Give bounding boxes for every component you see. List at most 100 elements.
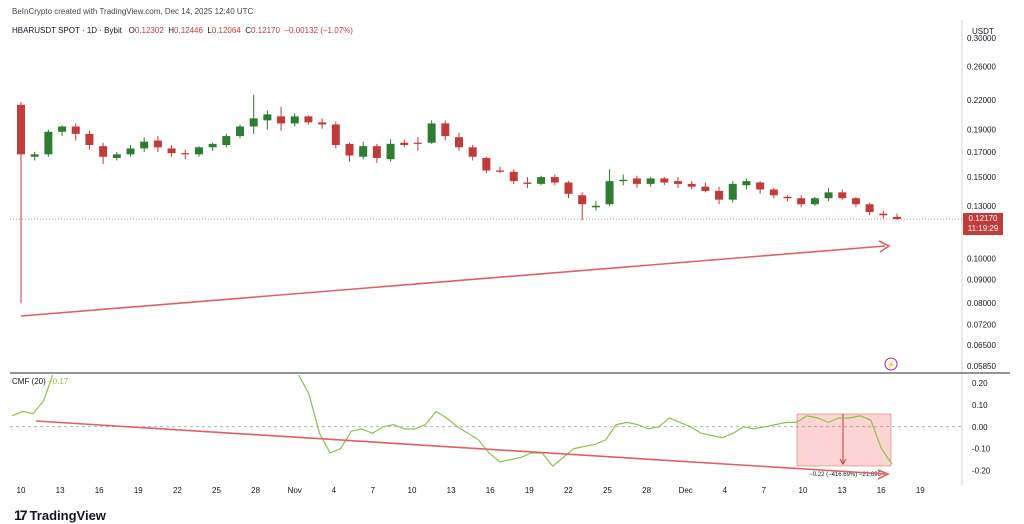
- candle-body: [578, 195, 587, 205]
- cmf-box-arrowhead: [839, 458, 847, 465]
- x-tick-label: 10: [799, 486, 808, 495]
- candle-body: [715, 190, 724, 200]
- tradingview-logo: 17 TradingView: [14, 507, 106, 523]
- candle-body: [386, 143, 395, 160]
- candle-body: [783, 196, 792, 199]
- x-tick-label: 4: [723, 486, 728, 495]
- candle-body: [372, 146, 381, 158]
- candle-body: [153, 140, 162, 148]
- x-tick-label: 22: [564, 486, 573, 495]
- x-tick-label: 25: [603, 486, 612, 495]
- x-tick-label: 16: [95, 486, 104, 495]
- x-tick-label: 19: [134, 486, 143, 495]
- candle-body: [44, 131, 53, 155]
- price-trendline-arrowhead: [878, 240, 891, 253]
- candle-body: [58, 126, 67, 132]
- x-tick-label: 13: [56, 486, 65, 495]
- cmf-name: CMF (20): [12, 377, 46, 386]
- x-tick-label: 4: [332, 486, 337, 495]
- candle-body: [797, 198, 806, 205]
- high-value: 0.12446: [174, 26, 203, 35]
- candle-body: [824, 192, 833, 199]
- candle-body: [427, 123, 436, 143]
- ohlc-legend: HBARUSDT SPOT · 1D · Bybit O0.12302 H0.1…: [12, 26, 353, 35]
- candle-body: [605, 181, 614, 205]
- x-tick-label: Nov: [288, 486, 302, 495]
- x-tick-label: Dec: [679, 486, 693, 495]
- candle-body: [523, 182, 532, 184]
- x-tick-label: 10: [17, 486, 26, 495]
- candle-body: [359, 146, 368, 157]
- x-tick-label: 16: [486, 486, 495, 495]
- x-tick-label: 13: [447, 486, 456, 495]
- open-label: O: [128, 26, 135, 35]
- x-tick-label: 13: [838, 486, 847, 495]
- high-label: H: [168, 26, 175, 35]
- candle-body: [30, 154, 39, 157]
- low-label: L: [207, 26, 212, 35]
- candle-body: [482, 157, 491, 171]
- x-tick-label: 16: [877, 486, 886, 495]
- symbol-label: HBARUSDT SPOT · 1D · Bybit: [12, 26, 122, 35]
- candle-body: [99, 146, 108, 157]
- x-tick-label: 19: [916, 486, 925, 495]
- cmf-line: [11, 375, 893, 467]
- cmf-tick-label: 0.20: [972, 379, 988, 388]
- price-tick-label: 0.15000: [967, 173, 996, 182]
- close-label: C: [245, 26, 251, 35]
- candle-body: [277, 116, 286, 124]
- price-tick-label: 0.26000: [967, 63, 996, 72]
- close-value: 0.12170: [251, 26, 280, 35]
- price-tick-label: 0.19000: [967, 126, 996, 135]
- price-tick-label: 0.06500: [967, 341, 996, 350]
- candle-body: [646, 178, 655, 184]
- candle-body: [331, 124, 340, 146]
- candle-body: [660, 178, 669, 183]
- candle-body: [236, 126, 244, 137]
- candle-body: [632, 178, 641, 184]
- credit-line: BeInCrypto created with TradingView.com,…: [12, 7, 254, 16]
- cmf-trendline: [35, 420, 886, 475]
- price-tick-label: 0.05850: [967, 362, 996, 371]
- cmf-tick-label: 0.10: [972, 401, 988, 410]
- candle-body: [17, 104, 25, 155]
- countdown-value: 11:19:29: [968, 224, 999, 233]
- lightning-icon: [884, 357, 898, 371]
- candle-body: [441, 123, 450, 137]
- candle-body: [838, 192, 847, 199]
- x-tick-label: 28: [251, 486, 260, 495]
- candle-body: [112, 154, 121, 158]
- price-axis-currency: USDT: [972, 27, 994, 36]
- open-value: 0.12302: [134, 26, 164, 35]
- candle-body: [742, 181, 751, 186]
- candle-body: [263, 114, 272, 121]
- price-tick-label: 0.30000: [967, 34, 996, 43]
- candle-body: [879, 213, 888, 216]
- candle-body: [496, 170, 505, 172]
- candle-body: [413, 142, 422, 144]
- cmf-tick-label: 0.00: [972, 423, 988, 432]
- candle-body: [455, 137, 463, 148]
- x-tick-label: 10: [408, 486, 417, 495]
- candle-body: [85, 133, 94, 146]
- price-tick-label: 0.07200: [967, 320, 996, 329]
- cmf-tick-label: -0.20: [972, 467, 991, 476]
- candle-body: [619, 179, 628, 182]
- candle-body: [318, 122, 327, 125]
- candle-body: [249, 118, 258, 127]
- price-tick-label: 0.10000: [967, 254, 996, 263]
- candle-body: [290, 116, 299, 124]
- cmf-legend: CMF (20) −0.17: [12, 377, 68, 386]
- candle-body: [591, 205, 600, 208]
- candle-body: [167, 148, 176, 154]
- price-trendline: [20, 245, 886, 317]
- candle-body: [194, 147, 203, 155]
- candle-body: [537, 177, 546, 184]
- candle-body: [674, 181, 682, 184]
- candle-body: [181, 153, 190, 155]
- last-price-badge: [963, 213, 1003, 236]
- x-tick-label: 28: [642, 486, 651, 495]
- candle-body: [222, 136, 231, 146]
- price-tick-label: 0.13000: [967, 202, 996, 211]
